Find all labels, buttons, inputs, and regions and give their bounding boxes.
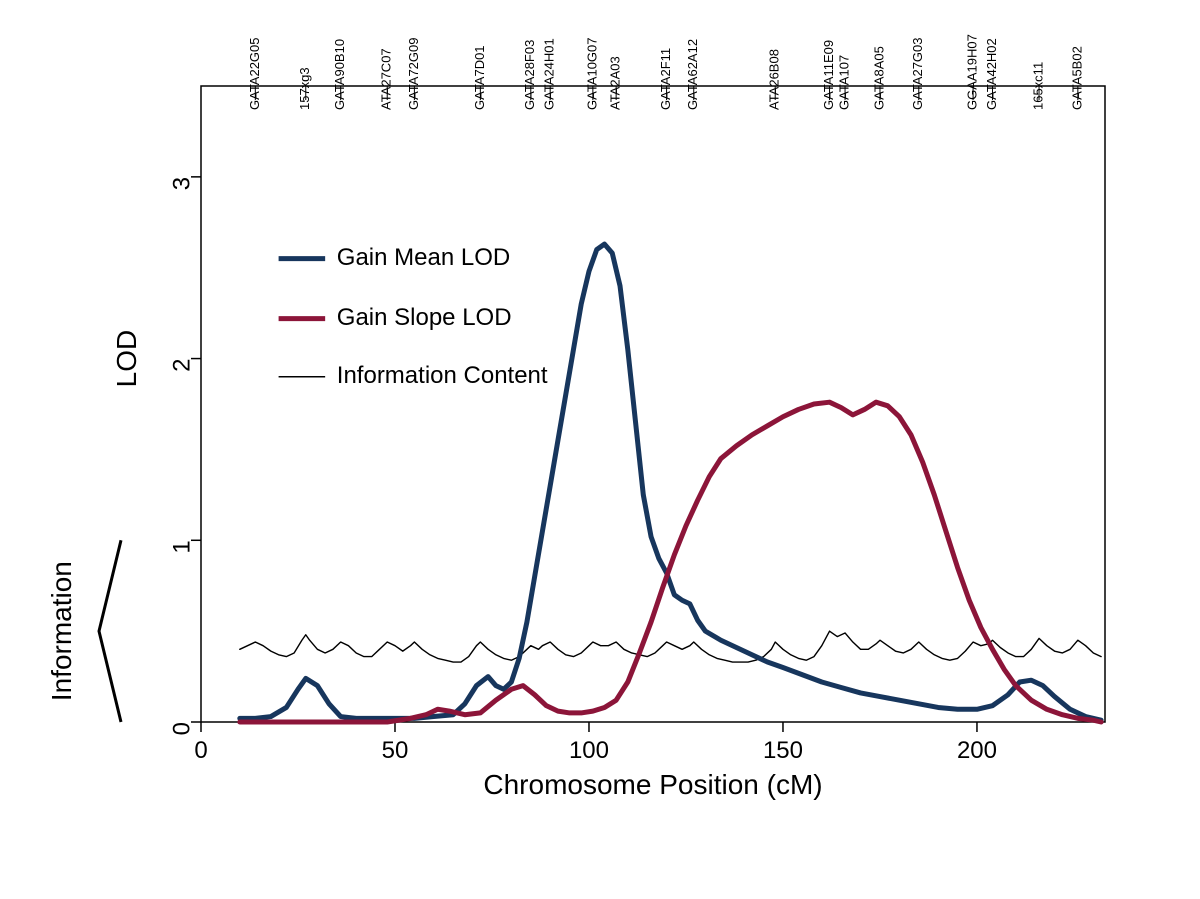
- marker-label: GATA90B10: [332, 39, 347, 110]
- marker-label: GATA8A05: [871, 46, 886, 110]
- y-tick-label: 2: [168, 359, 195, 372]
- marker-label: 157xg3: [297, 67, 312, 110]
- legend-label: Information Content: [337, 362, 548, 389]
- series-gain-slope: [240, 402, 1101, 722]
- plot-box: [201, 86, 1105, 722]
- marker-label: GATA11E09: [821, 40, 836, 110]
- legend-label: Gain Mean LOD: [337, 244, 510, 271]
- x-tick-label: 150: [763, 737, 803, 764]
- marker-label: GATA72G09: [406, 38, 421, 111]
- y-tick-label: 1: [168, 540, 195, 553]
- marker-label: GATA42H02: [984, 38, 999, 110]
- x-tick-label: 100: [569, 737, 609, 764]
- series-info-content: [240, 631, 1101, 662]
- marker-label: ATA27C07: [379, 48, 394, 110]
- marker-label: GATA10G07: [584, 38, 599, 111]
- info-bracket: [99, 540, 121, 722]
- marker-label: GATA22G05: [247, 38, 262, 111]
- y-axis-title-info: Information: [46, 561, 77, 701]
- marker-label: GATA28F03: [522, 40, 537, 110]
- marker-label: GATA24H01: [542, 38, 557, 110]
- marker-label: ATA2A03: [608, 56, 623, 110]
- x-tick-label: 50: [382, 737, 409, 764]
- marker-label: GATA27G03: [910, 38, 925, 111]
- x-tick-label: 0: [194, 737, 207, 764]
- marker-label: GATA2F11: [658, 48, 673, 110]
- y-tick-label: 3: [168, 177, 195, 190]
- marker-label: GATA62A12: [685, 39, 700, 110]
- marker-label: ATA26B08: [767, 49, 782, 110]
- y-axis-title-lod: LOD: [111, 330, 142, 388]
- marker-label: GATA7D01: [472, 45, 487, 110]
- marker-label: 165xc11: [1030, 62, 1045, 110]
- legend-label: Gain Slope LOD: [337, 304, 512, 331]
- marker-label: GATA5B02: [1069, 46, 1084, 110]
- marker-label: GGAA19H07: [965, 34, 980, 110]
- x-tick-label: 200: [957, 737, 997, 764]
- x-axis-title: Chromosome Position (cM): [483, 769, 822, 800]
- marker-label: GATA107: [836, 55, 851, 110]
- y-tick-label: 0: [168, 722, 195, 735]
